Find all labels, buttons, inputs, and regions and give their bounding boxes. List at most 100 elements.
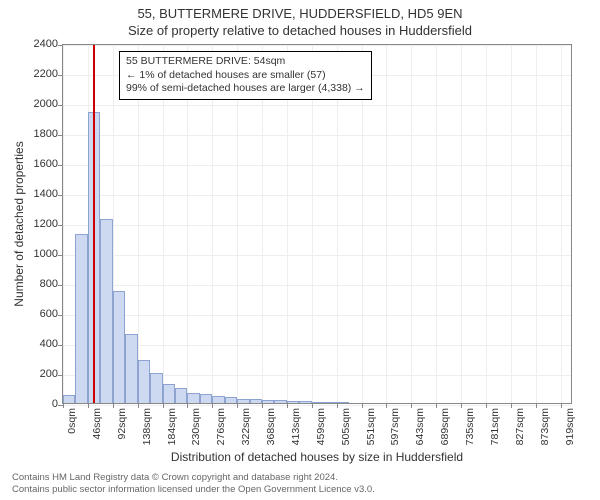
- grid-line-v: [486, 45, 487, 403]
- x-tick-label: 919sqm: [564, 408, 576, 445]
- histogram-bar: [262, 400, 274, 403]
- x-tick-label: 781sqm: [489, 408, 501, 445]
- y-tick-label: 2400: [18, 38, 58, 50]
- x-tick: [436, 403, 437, 408]
- y-tick-label: 1800: [18, 128, 58, 140]
- x-tick: [486, 403, 487, 408]
- x-tick: [561, 403, 562, 408]
- grid-line-h: [63, 315, 571, 316]
- grid-line-h: [63, 45, 571, 46]
- x-tick-label: 0sqm: [66, 408, 78, 434]
- x-tick: [511, 403, 512, 408]
- histogram-bar: [299, 401, 311, 403]
- x-tick-label: 505sqm: [340, 408, 352, 445]
- plot-area: 55 BUTTERMERE DRIVE: 54sqm ← 1% of detac…: [62, 44, 572, 404]
- x-tick: [237, 403, 238, 408]
- x-tick-label: 873sqm: [539, 408, 551, 445]
- chart-container: 55, BUTTERMERE DRIVE, HUDDERSFIELD, HD5 …: [0, 0, 600, 500]
- histogram-bar: [125, 334, 137, 403]
- y-tick-label: 1000: [18, 248, 58, 260]
- y-tick-label: 200: [18, 368, 58, 380]
- grid-line-v: [411, 45, 412, 403]
- x-tick: [187, 403, 188, 408]
- x-tick: [461, 403, 462, 408]
- x-tick: [212, 403, 213, 408]
- histogram-bar: [212, 396, 224, 404]
- grid-line-h: [63, 255, 571, 256]
- grid-line-v: [536, 45, 537, 403]
- x-tick: [337, 403, 338, 408]
- x-tick-label: 46sqm: [91, 408, 103, 440]
- histogram-bar: [324, 402, 336, 403]
- grid-line-v: [436, 45, 437, 403]
- grid-line-v: [561, 45, 562, 403]
- grid-line-h: [63, 135, 571, 136]
- x-tick: [287, 403, 288, 408]
- x-axis-label: Distribution of detached houses by size …: [62, 450, 572, 464]
- x-tick-label: 322sqm: [240, 408, 252, 445]
- x-tick-label: 413sqm: [290, 408, 302, 445]
- x-tick: [362, 403, 363, 408]
- histogram-bar: [138, 360, 150, 404]
- histogram-bar: [63, 395, 75, 403]
- y-tick-label: 800: [18, 278, 58, 290]
- y-tick-label: 2000: [18, 98, 58, 110]
- x-tick-label: 735sqm: [464, 408, 476, 445]
- title-address: 55, BUTTERMERE DRIVE, HUDDERSFIELD, HD5 …: [0, 0, 600, 21]
- annotation-line-2: ← 1% of detached houses are smaller (57): [126, 69, 365, 83]
- histogram-bar: [337, 402, 349, 403]
- histogram-bar: [237, 399, 249, 404]
- histogram-bar: [75, 234, 87, 404]
- grid-line-h: [63, 195, 571, 196]
- x-tick-label: 92sqm: [116, 408, 128, 440]
- x-tick-label: 689sqm: [439, 408, 451, 445]
- annotation-line-3: 99% of semi-detached houses are larger (…: [126, 82, 365, 96]
- title-subtitle: Size of property relative to detached ho…: [0, 21, 600, 42]
- x-tick: [63, 403, 64, 408]
- grid-line-h: [63, 405, 571, 406]
- x-tick: [262, 403, 263, 408]
- footer-line-2: Contains public sector information licen…: [12, 484, 588, 496]
- histogram-bar: [200, 394, 212, 403]
- y-tick-label: 600: [18, 308, 58, 320]
- histogram-bar: [113, 291, 125, 404]
- histogram-bar: [287, 401, 299, 403]
- grid-line-v: [511, 45, 512, 403]
- y-tick-label: 1200: [18, 218, 58, 230]
- x-tick: [411, 403, 412, 408]
- y-tick-label: 2200: [18, 68, 58, 80]
- histogram-bar: [150, 373, 162, 403]
- x-tick: [163, 403, 164, 408]
- x-tick-label: 368sqm: [265, 408, 277, 445]
- property-marker-line: [93, 45, 95, 403]
- grid-line-h: [63, 285, 571, 286]
- annotation-line-1: 55 BUTTERMERE DRIVE: 54sqm: [126, 55, 365, 69]
- histogram-bar: [175, 388, 187, 403]
- x-tick-label: 597sqm: [389, 408, 401, 445]
- y-tick-label: 400: [18, 338, 58, 350]
- y-tick-label: 1400: [18, 188, 58, 200]
- x-tick: [536, 403, 537, 408]
- histogram-bar: [225, 397, 237, 403]
- histogram-bar: [250, 399, 262, 403]
- histogram-bar: [187, 393, 199, 404]
- x-tick: [138, 403, 139, 408]
- grid-line-h: [63, 105, 571, 106]
- x-tick-label: 230sqm: [190, 408, 202, 445]
- x-tick-label: 643sqm: [414, 408, 426, 445]
- grid-line-h: [63, 345, 571, 346]
- footer-attribution: Contains HM Land Registry data © Crown c…: [12, 472, 588, 496]
- x-tick-label: 459sqm: [315, 408, 327, 445]
- annotation-box: 55 BUTTERMERE DRIVE: 54sqm ← 1% of detac…: [119, 51, 372, 100]
- x-tick-label: 827sqm: [514, 408, 526, 445]
- y-tick-label: 0: [18, 398, 58, 410]
- footer-line-1: Contains HM Land Registry data © Crown c…: [12, 472, 588, 484]
- grid-line-h: [63, 225, 571, 226]
- histogram-bar: [163, 384, 175, 404]
- grid-line-h: [63, 165, 571, 166]
- grid-line-v: [461, 45, 462, 403]
- x-tick-label: 276sqm: [215, 408, 227, 445]
- y-tick-label: 1600: [18, 158, 58, 170]
- histogram-bar: [312, 402, 324, 404]
- x-tick: [386, 403, 387, 408]
